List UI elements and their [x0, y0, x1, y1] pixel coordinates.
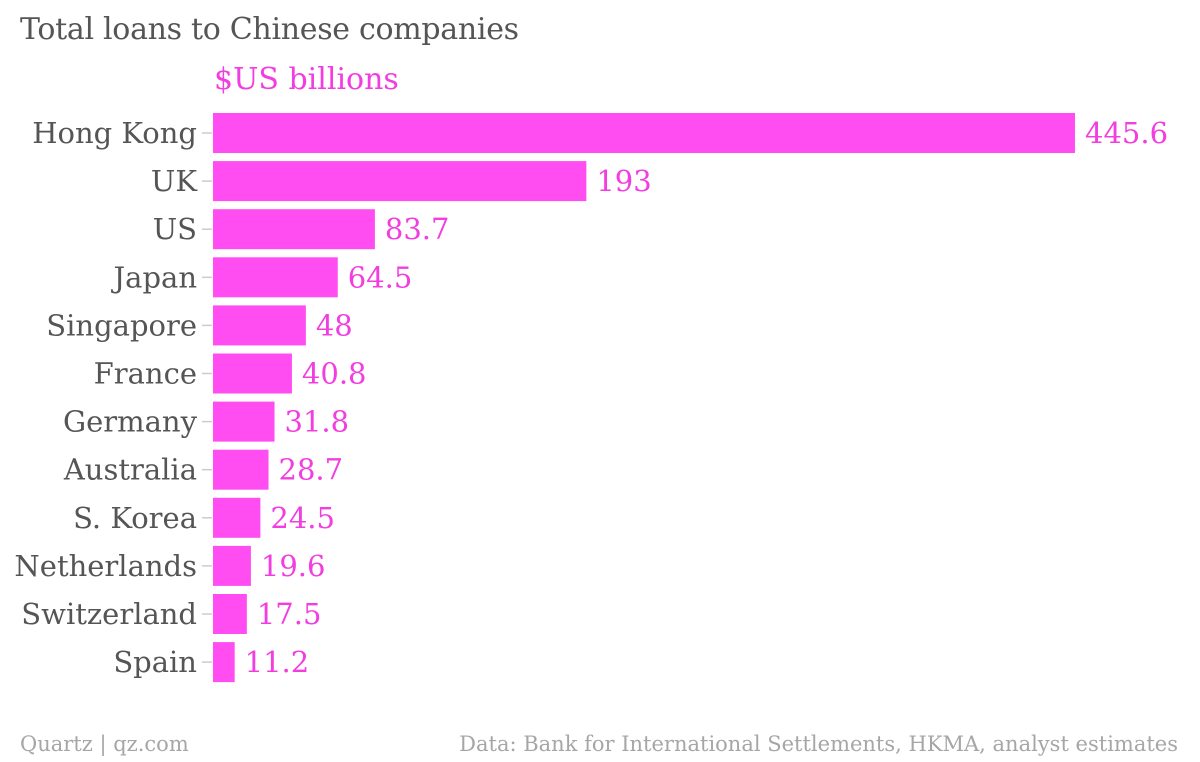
- bar-singapore: [213, 305, 306, 346]
- category-label: Netherlands: [14, 549, 197, 583]
- bars-layer: [202, 113, 1075, 683]
- labels-layer: Hong Kong 445.6 UK 193 US 83.7 Japan 64.5 Singap…: [14, 116, 1168, 679]
- value-label: 64.5: [348, 260, 413, 294]
- category-label: Singapore: [46, 308, 197, 342]
- category-label: UK: [151, 164, 198, 198]
- category-label: France: [94, 357, 197, 391]
- category-label: Spain: [113, 645, 197, 679]
- category-label: Germany: [63, 405, 198, 439]
- footer-brand: Quartz | qz.com: [20, 732, 189, 756]
- value-label: 48: [316, 308, 353, 342]
- chart-unit-label: $US billions: [214, 62, 399, 97]
- bar-japan: [213, 257, 338, 298]
- value-label: 17.5: [257, 597, 322, 631]
- bar-spain: [213, 642, 235, 683]
- value-label: 24.5: [270, 501, 335, 535]
- bar-germany: [213, 401, 275, 442]
- value-label: 19.6: [261, 549, 326, 583]
- category-label: US: [153, 212, 197, 246]
- category-label: Japan: [111, 260, 197, 294]
- bar-france: [213, 353, 292, 394]
- bar-australia: [213, 449, 269, 490]
- chart-title: Total loans to Chinese companies: [20, 12, 519, 47]
- category-label: Hong Kong: [32, 116, 197, 150]
- value-label: 445.6: [1085, 116, 1168, 150]
- value-label: 31.8: [285, 405, 350, 439]
- category-label: Australia: [63, 453, 197, 487]
- bar-s-korea: [213, 497, 261, 538]
- bar-netherlands: [213, 545, 251, 586]
- category-label: Switzerland: [21, 597, 197, 631]
- bar-uk: [213, 161, 587, 202]
- category-label: S. Korea: [73, 501, 197, 535]
- value-label: 11.2: [245, 645, 310, 679]
- bar-us: [213, 209, 375, 250]
- value-label: 28.7: [279, 453, 344, 487]
- bar-hong-kong: [213, 113, 1075, 153]
- bar-switzerland: [213, 594, 247, 634]
- value-label: 193: [596, 164, 651, 198]
- value-label: 40.8: [302, 357, 367, 391]
- footer-data-source: Data: Bank for International Settlements…: [459, 732, 1178, 756]
- value-label: 83.7: [385, 212, 450, 246]
